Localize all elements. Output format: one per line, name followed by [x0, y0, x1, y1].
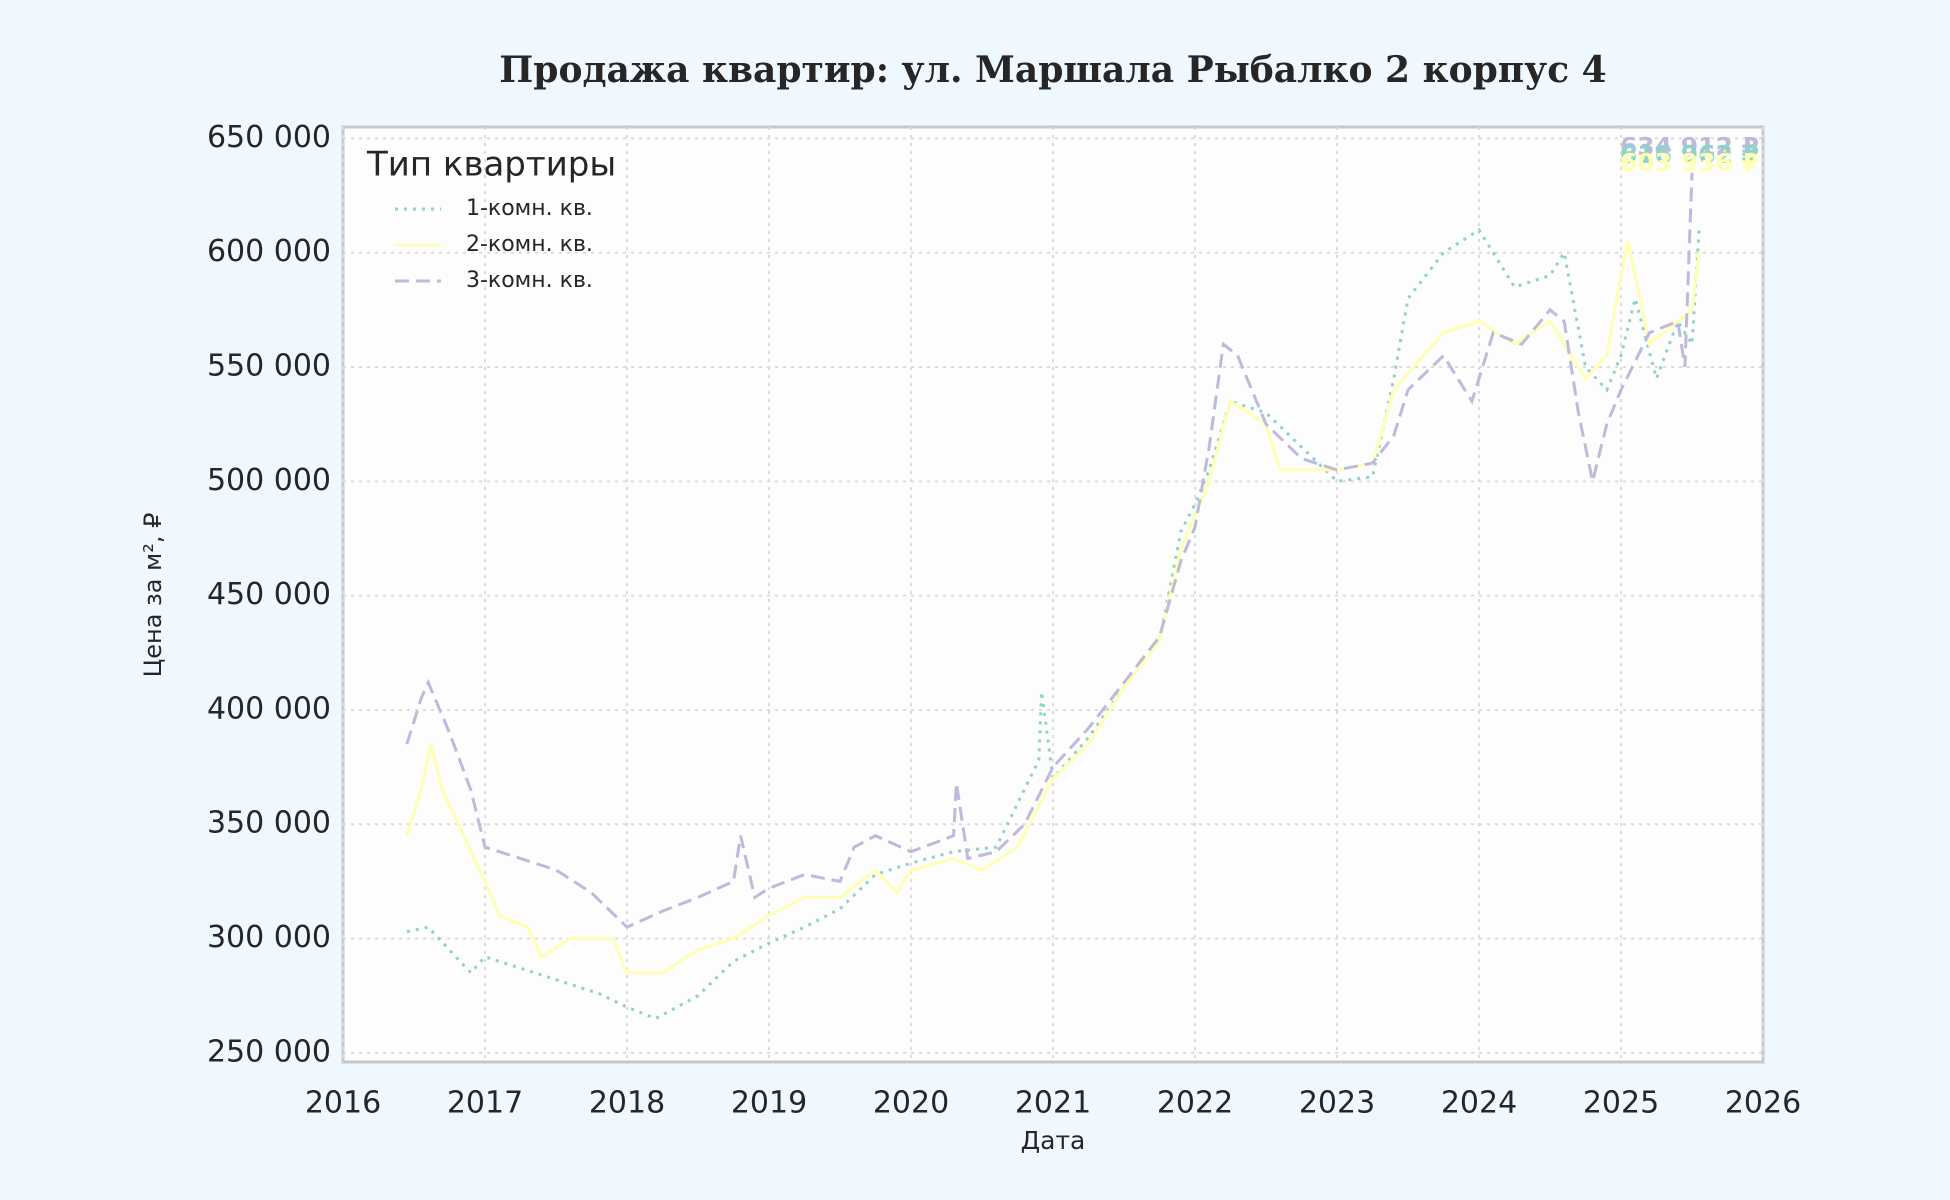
- plot-area: [341, 125, 1765, 1064]
- y-tick-label: 500 000: [207, 463, 331, 498]
- x-tick-label: 2021: [1015, 1086, 1091, 1121]
- legend-title: Тип квартиры: [366, 145, 616, 185]
- y-tick-label: 350 000: [207, 806, 331, 841]
- x-tick-label: 2019: [731, 1086, 807, 1121]
- series-line: [406, 227, 1701, 1021]
- x-tick-label: 2018: [589, 1086, 665, 1121]
- annotation: 634 912 ₽: [1620, 132, 1759, 161]
- y-tick-label: 400 000: [207, 691, 331, 726]
- y-tick-label: 600 000: [207, 234, 331, 269]
- x-tick-label: 2023: [1299, 1086, 1375, 1121]
- y-axis-label: Цена за м², ₽: [139, 513, 167, 678]
- x-tick-label: 2024: [1441, 1086, 1517, 1121]
- y-tick-label: 250 000: [207, 1034, 331, 1069]
- y-tick-label: 650 000: [207, 120, 331, 155]
- series-line: [405, 172, 1694, 929]
- annotation: 603 936 ₽: [1620, 148, 1759, 177]
- legend: Тип квартиры 1-комн. кв. 2-комн. кв. 3-ком…: [366, 145, 616, 294]
- x-tick-label: 2022: [1157, 1086, 1233, 1121]
- x-axis-label: Дата: [1021, 1126, 1086, 1155]
- legend-label: 3-комн. кв.: [466, 268, 593, 293]
- lines: [405, 172, 1701, 1021]
- chart-title: Продажа квартир: ул. Маршала Рыбалко 2 к…: [499, 49, 1606, 91]
- x-tick-label: 2017: [447, 1086, 523, 1121]
- y-tick-label: 450 000: [207, 577, 331, 612]
- x-tick-label: 2026: [1725, 1086, 1801, 1121]
- legend-label: 2-комн. кв.: [466, 232, 593, 257]
- x-tick-label: 2025: [1583, 1086, 1659, 1121]
- annotation: 616 962 ₽: [1620, 140, 1759, 169]
- x-tick-label: 2016: [305, 1086, 381, 1121]
- annotations: 634 912 ₽616 962 ₽603 936 ₽: [1620, 132, 1759, 177]
- y-tick-label: 550 000: [207, 349, 331, 384]
- x-tick-label: 2020: [873, 1086, 949, 1121]
- y-tick-label: 300 000: [207, 920, 331, 955]
- legend-label: 1-комн. кв.: [466, 196, 593, 221]
